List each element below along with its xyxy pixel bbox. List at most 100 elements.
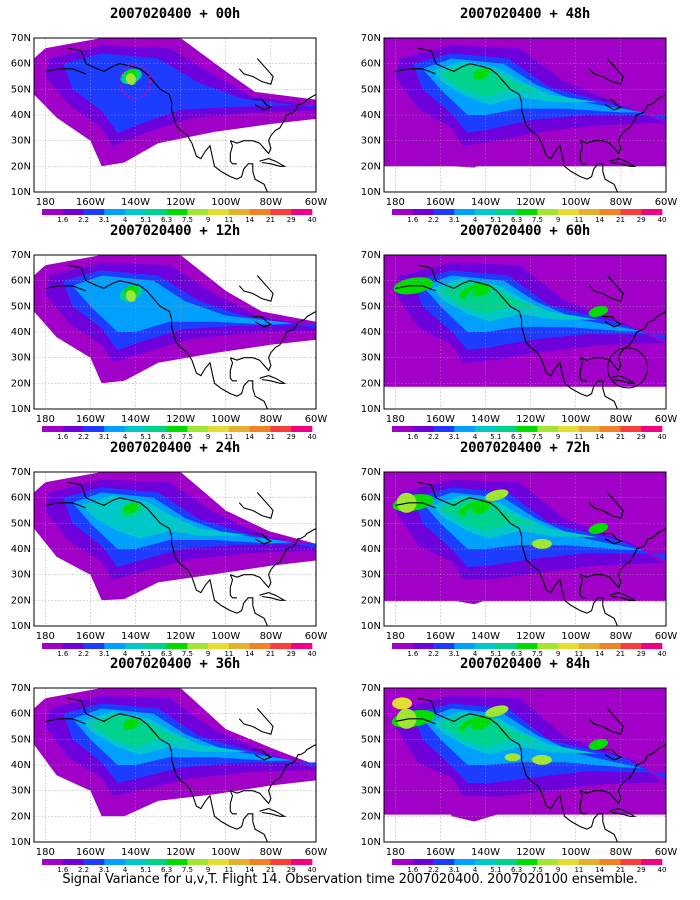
lon-tick-label: 80W xyxy=(260,631,283,642)
colorbar-label: 4 xyxy=(473,216,478,224)
lon-tick-label: 60W xyxy=(305,847,328,858)
lat-tick-label: 60N xyxy=(11,709,31,720)
colorbar-label: 40 xyxy=(308,866,317,874)
colorbar-label: 6.3 xyxy=(161,650,172,658)
colorbar-swatch xyxy=(516,209,538,215)
coastlines xyxy=(45,264,316,409)
colorbar-swatch xyxy=(187,643,209,649)
coastline xyxy=(579,574,587,599)
plot-frame xyxy=(33,471,317,627)
colorbar-label: 9 xyxy=(206,433,210,441)
lon-tick-label: 160W xyxy=(76,847,105,858)
colorbar-swatch xyxy=(166,209,188,215)
coastline xyxy=(395,68,437,75)
colorbar-swatch xyxy=(145,426,167,432)
colorbar-label: 7.5 xyxy=(532,650,543,658)
lon-tick-label: 80W xyxy=(610,847,633,858)
colorbar-swatch xyxy=(145,859,167,865)
colorbar-label: 2.2 xyxy=(78,650,89,658)
colorbar-label: 40 xyxy=(308,433,317,441)
variance-field xyxy=(34,38,316,167)
colorbar-swatch xyxy=(83,209,105,215)
variance-contour xyxy=(531,538,552,549)
colorbar-swatch xyxy=(620,209,642,215)
colorbar-swatch xyxy=(208,859,230,865)
coastline xyxy=(588,58,624,85)
lat-tick-label: 10N xyxy=(361,404,381,415)
colorbar-label: 21 xyxy=(616,216,625,224)
lon-tick-label: 60W xyxy=(305,414,328,425)
lon-tick-label: 160W xyxy=(76,414,105,425)
colorbar-label: 3.1 xyxy=(99,866,110,874)
colorbar-label: 7.5 xyxy=(532,216,543,224)
colorbar-label: 29 xyxy=(637,433,646,441)
colorbar-swatch xyxy=(578,426,600,432)
colorbar-swatch xyxy=(270,209,292,215)
colorbar-swatch xyxy=(641,859,663,865)
colorbar-swatch xyxy=(475,426,497,432)
plot-frame xyxy=(33,37,317,193)
colorbar-label: 6.3 xyxy=(511,866,522,874)
colorbar-swatch xyxy=(641,426,663,432)
colorbar-label: 5.1 xyxy=(490,433,501,441)
lat-tick-label: 10N xyxy=(361,837,381,848)
colorbar-swatch xyxy=(599,209,621,215)
coastline xyxy=(609,375,637,384)
coastline xyxy=(229,790,237,815)
colorbar-label: 21 xyxy=(266,650,275,658)
colorbar-label: 3.1 xyxy=(449,433,460,441)
coastline xyxy=(230,311,316,372)
lon-tick-label: 120W xyxy=(516,414,545,425)
colorbar-swatch xyxy=(249,209,271,215)
colorbar-label: 14 xyxy=(245,866,254,874)
colorbar-label: 3.1 xyxy=(449,866,460,874)
lat-tick-label: 10N xyxy=(11,621,31,632)
variance-contour xyxy=(588,738,609,750)
colorbar-label: 5.1 xyxy=(490,866,501,874)
colorbar-swatch xyxy=(578,209,600,215)
variance-core xyxy=(123,502,139,514)
variance-core xyxy=(471,718,491,730)
colorbar-label: 21 xyxy=(266,433,275,441)
colorbar-label: 9 xyxy=(206,216,210,224)
colorbar-swatch xyxy=(475,643,497,649)
colorbar-label: 9 xyxy=(556,650,560,658)
lon-tick-label: 80W xyxy=(260,847,283,858)
coastlines xyxy=(45,481,316,626)
colorbar-swatch xyxy=(42,859,64,865)
colorbar-swatch xyxy=(83,859,105,865)
coastline xyxy=(395,502,437,509)
colorbar-label: 4 xyxy=(473,433,478,441)
lat-tick-label: 40N xyxy=(11,544,31,555)
colorbar-label: 3.1 xyxy=(99,216,110,224)
variance-band xyxy=(81,495,249,539)
colorbar-label: 21 xyxy=(616,866,625,874)
colorbar-label: 5.1 xyxy=(490,216,501,224)
lat-tick-label: 20N xyxy=(361,161,381,172)
variance-max xyxy=(125,73,137,85)
lon-tick-label: 160W xyxy=(426,197,455,208)
colorbar-swatch xyxy=(475,209,497,215)
lon-tick-label: 100W xyxy=(561,414,590,425)
variance-field xyxy=(34,688,316,817)
coastline xyxy=(67,481,269,626)
lon-tick-label: 140W xyxy=(471,197,500,208)
lon-tick-label: 120W xyxy=(516,631,545,642)
colorbar-label: 4 xyxy=(123,866,128,874)
colorbar-label: 29 xyxy=(637,216,646,224)
colorbar-label: 40 xyxy=(658,650,667,658)
lat-tick-label: 40N xyxy=(361,327,381,338)
colorbar-swatch xyxy=(433,426,455,432)
coastline xyxy=(238,708,274,735)
coastlines xyxy=(395,264,666,409)
lon-tick-label: 80W xyxy=(610,631,633,642)
map-plot: 10N 20N 30N 40N 50N 60N 70N 180 160W 140W 120W 100W… xyxy=(11,33,328,224)
coastline xyxy=(588,275,624,302)
colorbar-swatch xyxy=(166,426,188,432)
lat-tick-label: 60N xyxy=(11,59,31,70)
lon-tick-label: 80W xyxy=(260,414,283,425)
colorbar-label: 5.1 xyxy=(140,433,151,441)
grid xyxy=(384,255,666,409)
colorbar-label: 4 xyxy=(123,650,128,658)
colorbar-swatch xyxy=(412,643,434,649)
